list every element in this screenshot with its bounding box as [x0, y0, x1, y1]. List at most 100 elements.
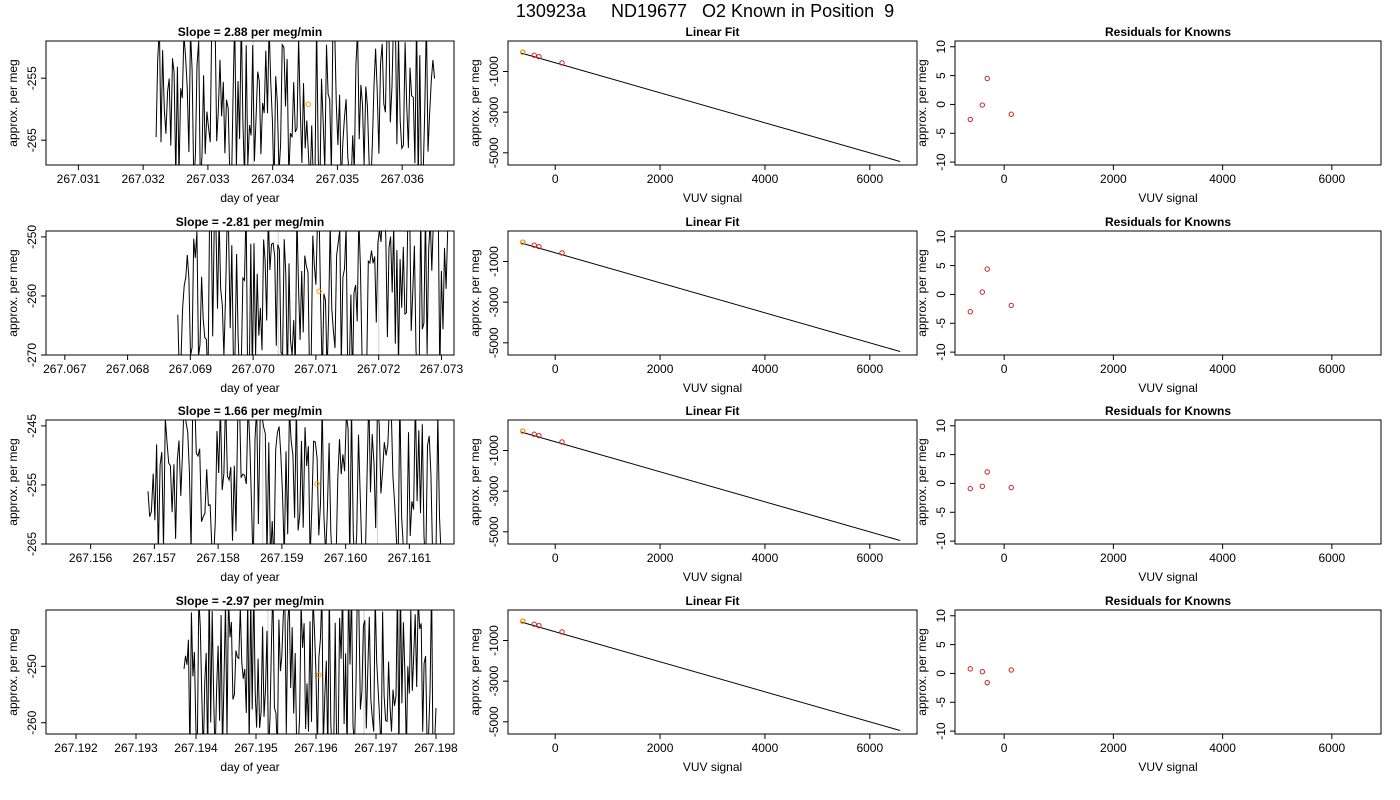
data-point [559, 439, 565, 445]
x-tick-label: 0 [552, 741, 559, 755]
data-point [1008, 111, 1014, 117]
y-axis-label: approx. per meg [468, 59, 482, 146]
plot-frame [45, 419, 455, 545]
y-tick-label: 0 [934, 101, 948, 108]
mean-point [314, 481, 320, 487]
y-tick-label: -245 [25, 414, 39, 438]
mean-point [316, 288, 322, 294]
x-tick-label: 2000 [647, 551, 674, 565]
y-axis-label: approx. per meg [6, 628, 20, 715]
y-tick-label: 5 [934, 641, 948, 648]
signal-trace [155, 41, 436, 165]
x-tick-label: 6000 [1318, 362, 1345, 376]
x-tick-label: 0 [552, 172, 559, 186]
x-axis-label: VUV signal [683, 760, 742, 774]
highlight-point [519, 239, 526, 245]
x-axis-label: VUV signal [1138, 191, 1197, 205]
y-tick-label: -10 [934, 722, 948, 740]
plot-frame [507, 609, 918, 735]
x-tick-label: 267.033 [186, 172, 230, 186]
panel-title: Residuals for Knowns [1105, 594, 1231, 608]
x-tick-label: 267.161 [388, 551, 432, 565]
y-tick-label: 10 [934, 40, 948, 54]
x-axis-label: VUV signal [683, 570, 742, 584]
y-tick-label: -10 [934, 343, 948, 361]
x-axis-label: day of year [220, 381, 279, 395]
plot-area [519, 239, 901, 353]
plot-area [155, 41, 436, 165]
plot-frame [45, 609, 455, 735]
x-tick-label: 6000 [856, 551, 883, 565]
x-tick-label: 4000 [1209, 362, 1236, 376]
x-tick-label: 267.194 [174, 741, 218, 755]
data-point [984, 469, 990, 475]
plot-area [967, 666, 1014, 686]
x-tick-label: 267.198 [414, 741, 458, 755]
y-axis-label: approx. per meg [915, 249, 929, 336]
data-point [979, 289, 986, 295]
data-point [536, 53, 542, 60]
plot-frame [954, 40, 1382, 166]
y-tick-label: -260 [25, 284, 39, 308]
x-tick-label: 4000 [752, 362, 779, 376]
data-point [979, 102, 986, 108]
x-tick-label: 267.035 [316, 172, 360, 186]
plot-frame [45, 230, 455, 356]
y-tick-label: 10 [934, 419, 948, 433]
y-tick-label: -270 [25, 343, 39, 367]
y-tick-label: 0 [934, 291, 948, 298]
y-tick-label: -250 [25, 654, 39, 678]
chart-panel-3-2: Residuals for Knowns 0 2000 4000 6000 10 5 0 -5 -… [915, 215, 1382, 395]
x-axis-label: day of year [220, 191, 279, 205]
x-tick-label: 0 [1001, 551, 1008, 565]
x-tick-label: 4000 [1209, 551, 1236, 565]
data-point [979, 669, 986, 675]
y-tick-label: -1000 [487, 625, 501, 656]
plot-area [183, 610, 437, 734]
chart-panel-1-2: Slope = -2.81 per meg/min 267.067 267.068 2… [6, 215, 463, 395]
y-tick-label: -3000 [487, 286, 501, 317]
data-point [531, 52, 537, 58]
y-axis-label: approx. per meg [915, 59, 929, 146]
x-tick-label: 267.072 [357, 362, 401, 376]
chart-panel-3-3: Residuals for Knowns 0 2000 4000 6000 10 5 0 -5 -… [915, 404, 1382, 584]
x-tick-label: 267.157 [133, 551, 177, 565]
chart-panel-1-4: Slope = -2.97 per meg/min 267.192 267.193 2… [6, 594, 458, 774]
y-tick-label: -3000 [487, 96, 501, 127]
plot-area [519, 618, 901, 732]
x-tick-label: 267.196 [294, 741, 338, 755]
y-axis-label: approx. per meg [915, 628, 929, 715]
chart-panel-3-4: Residuals for Knowns 0 2000 4000 6000 10 5 0 -5 -… [915, 594, 1382, 774]
plot-area [967, 266, 1014, 315]
x-tick-label: 267.031 [57, 172, 101, 186]
plot-frame [507, 419, 918, 545]
y-tick-label: -1000 [487, 435, 501, 466]
panel-title: Residuals for Knowns [1105, 215, 1231, 229]
fit-line [520, 52, 901, 163]
y-axis-label: approx. per meg [468, 628, 482, 715]
plot-frame [45, 40, 455, 166]
plot-frame [954, 419, 1382, 545]
plot-frame [954, 230, 1382, 356]
data-point [979, 483, 986, 490]
y-tick-label: -1000 [487, 56, 501, 87]
y-axis-label: approx. per meg [915, 438, 929, 525]
x-tick-label: 2000 [647, 172, 674, 186]
x-tick-label: 267.195 [234, 741, 278, 755]
x-tick-label: 4000 [752, 172, 779, 186]
y-tick-label: -10 [934, 153, 948, 171]
x-axis-label: VUV signal [1138, 570, 1197, 584]
x-tick-label: 267.067 [43, 362, 87, 376]
y-tick-label: -3000 [487, 665, 501, 696]
x-tick-label: 267.070 [231, 362, 275, 376]
panel-title: Linear Fit [685, 404, 739, 418]
data-point [967, 309, 973, 315]
panel-title: Linear Fit [685, 594, 739, 608]
x-axis-label: VUV signal [1138, 381, 1197, 395]
x-axis-label: VUV signal [1138, 760, 1197, 774]
y-tick-label: -5000 [487, 327, 501, 358]
data-point [1008, 302, 1014, 309]
data-point [967, 666, 973, 672]
mean-point [305, 101, 311, 107]
